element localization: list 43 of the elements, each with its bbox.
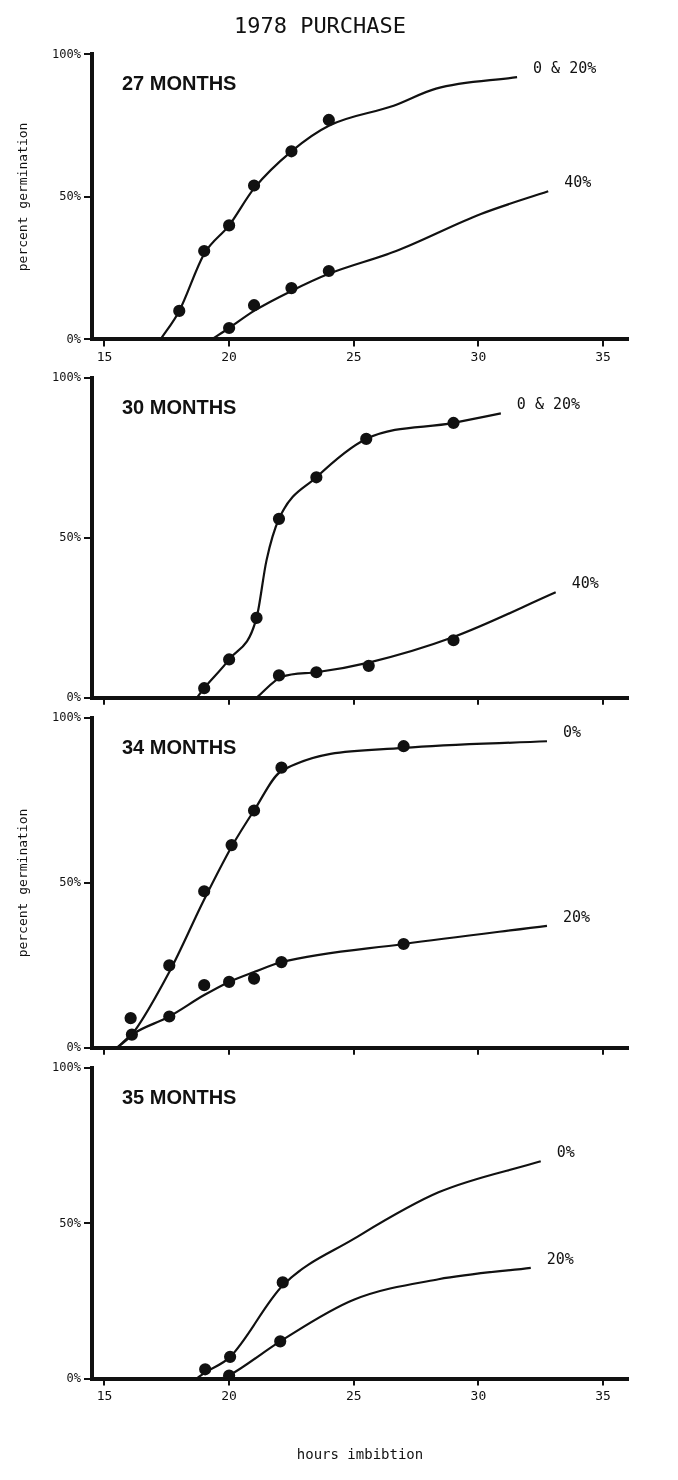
series-label: 20% bbox=[546, 1249, 574, 1268]
point bbox=[247, 299, 261, 312]
x-tick-label: 15 bbox=[96, 1387, 113, 1403]
y-tick-label: 100% bbox=[52, 1060, 82, 1075]
x-tick-label: 35 bbox=[595, 1387, 611, 1403]
annotation: 27 MONTHS bbox=[122, 71, 237, 94]
point bbox=[322, 113, 335, 127]
y-tick-label: 0% bbox=[66, 1370, 82, 1385]
y-tick-label: 50% bbox=[59, 1215, 82, 1230]
x-tick-label: 25 bbox=[345, 348, 362, 364]
series-label: 40% bbox=[564, 173, 592, 192]
y-tick-label: 50% bbox=[59, 189, 82, 204]
y-axis-title: percent germination bbox=[15, 808, 31, 958]
series-label: 40% bbox=[571, 574, 599, 593]
x-tick-label: 30 bbox=[470, 348, 487, 364]
point bbox=[198, 979, 211, 992]
series-label: 0 & 20% bbox=[533, 59, 597, 78]
y-tick-label: 100% bbox=[52, 46, 82, 61]
annotation: 34 MONTHS bbox=[122, 735, 237, 758]
series-label: 20% bbox=[562, 907, 591, 926]
x-tick-label: 35 bbox=[595, 348, 611, 364]
chart-title: 1978 PURCHASE bbox=[233, 12, 407, 38]
series-label: 0 & 20% bbox=[516, 395, 581, 414]
y-tick-label: 50% bbox=[59, 530, 82, 545]
point bbox=[247, 972, 261, 985]
y-tick-label: 100% bbox=[52, 370, 82, 385]
series-label: 0% bbox=[556, 1143, 575, 1162]
annotation: 35 MONTHS bbox=[122, 1085, 237, 1108]
series-label: 0% bbox=[562, 723, 582, 742]
x-tick-label: 20 bbox=[221, 1387, 237, 1403]
point bbox=[124, 1012, 137, 1025]
x-tick-label: 20 bbox=[221, 348, 237, 364]
y-tick-label: 50% bbox=[59, 875, 82, 890]
y-tick-label: 0% bbox=[66, 689, 82, 704]
x-tick-label: 25 bbox=[345, 1387, 362, 1403]
y-tick-label: 0% bbox=[66, 1039, 82, 1054]
x-tick-label: 30 bbox=[470, 1387, 487, 1403]
y-tick-label: 0% bbox=[66, 331, 82, 346]
x-axis-title: hours imbibtion bbox=[296, 1446, 424, 1463]
x-tick-label: 15 bbox=[96, 348, 113, 364]
y-tick-label: 100% bbox=[52, 710, 82, 725]
annotation: 30 MONTHS bbox=[122, 395, 237, 418]
y-axis-title: percent germination bbox=[15, 122, 31, 272]
